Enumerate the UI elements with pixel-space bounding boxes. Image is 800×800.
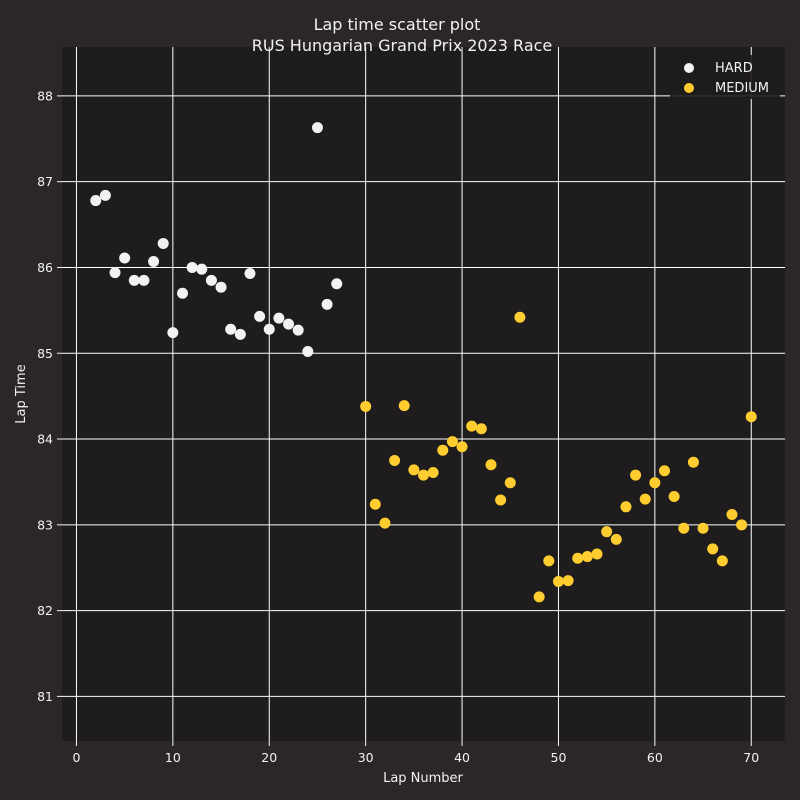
data-point-hard	[167, 327, 179, 339]
data-point-medium	[427, 466, 439, 478]
data-point-hard	[292, 324, 304, 336]
data-point-hard	[302, 346, 314, 358]
data-point-hard	[90, 195, 102, 207]
data-point-medium	[687, 456, 699, 468]
y-axis-label: Lap Time	[14, 364, 29, 423]
data-point-medium	[726, 509, 738, 521]
data-point-medium	[639, 493, 651, 505]
data-point-hard	[157, 237, 169, 249]
chart-title: Lap time scatter plot	[314, 15, 481, 34]
data-point-medium	[668, 491, 680, 503]
data-point-hard	[109, 267, 121, 279]
data-point-medium	[630, 469, 642, 481]
data-point-hard	[225, 323, 237, 335]
data-point-hard	[186, 261, 198, 273]
data-point-medium	[389, 454, 401, 466]
y-tick-label: 81	[37, 689, 53, 704]
legend-marker-hard	[684, 63, 694, 73]
data-point-medium	[446, 436, 458, 448]
data-point-hard	[234, 328, 246, 340]
data-point-medium	[591, 548, 603, 560]
x-tick-label: 10	[165, 750, 181, 765]
data-point-medium	[620, 501, 632, 513]
data-point-hard	[128, 274, 140, 286]
data-point-medium	[456, 441, 468, 453]
data-point-medium	[610, 533, 622, 545]
data-point-hard	[138, 274, 150, 286]
data-point-medium	[552, 575, 564, 587]
data-point-medium	[562, 575, 574, 587]
data-point-medium	[736, 519, 748, 531]
plot-area	[62, 47, 785, 741]
data-point-medium	[707, 543, 719, 555]
data-point-hard	[321, 298, 333, 310]
data-point-hard	[148, 255, 160, 267]
data-point-medium	[369, 498, 381, 510]
x-tick-label: 50	[551, 750, 567, 765]
data-point-medium	[601, 526, 613, 538]
data-point-medium	[659, 465, 670, 477]
data-point-hard	[196, 263, 208, 275]
data-point-medium	[466, 420, 478, 432]
data-point-medium	[514, 311, 526, 323]
data-point-hard	[273, 312, 285, 324]
legend-marker-medium	[684, 83, 694, 93]
x-tick-label: 60	[647, 750, 663, 765]
data-point-medium	[581, 551, 593, 563]
legend-label-hard: HARD	[715, 61, 753, 76]
data-point-medium	[533, 591, 545, 603]
data-point-hard	[244, 267, 256, 279]
y-tick-label: 82	[37, 603, 53, 618]
tick-layer: 0 10 20 30 40 50 60 70 81 82 83 84 85 86 87 88	[37, 88, 759, 765]
legend: HARD MEDIUM	[670, 55, 780, 99]
data-point-hard	[254, 310, 266, 322]
grid-layer	[62, 47, 785, 741]
data-point-hard	[331, 278, 343, 290]
x-axis-label: Lap Number	[383, 771, 463, 786]
data-point-hard	[311, 122, 323, 134]
data-point-hard	[119, 252, 131, 264]
data-point-medium	[716, 555, 728, 567]
y-tick-label: 84	[37, 432, 53, 447]
chart-subtitle: RUS Hungarian Grand Prix 2023 Race	[252, 36, 553, 55]
data-point-medium	[745, 411, 757, 423]
data-point-medium	[379, 517, 391, 529]
data-point-medium	[697, 522, 709, 534]
data-point-medium	[475, 423, 487, 435]
data-point-medium	[495, 494, 507, 506]
data-point-medium	[572, 552, 584, 564]
data-point-medium	[485, 459, 497, 471]
data-point-medium	[649, 477, 661, 489]
data-point-hard	[263, 323, 275, 335]
points-layer	[90, 122, 757, 603]
y-tick-label: 87	[37, 174, 53, 189]
x-tick-label: 30	[358, 750, 374, 765]
data-point-medium	[408, 464, 420, 476]
y-tick-label: 85	[37, 346, 53, 361]
y-tick-label: 86	[37, 260, 53, 275]
data-point-medium	[678, 522, 690, 534]
data-point-medium	[398, 400, 410, 412]
x-tick-label: 20	[261, 750, 277, 765]
data-point-hard	[283, 318, 295, 330]
legend-label-medium: MEDIUM	[715, 81, 769, 96]
data-point-hard	[205, 274, 217, 286]
y-tick-label: 88	[37, 88, 53, 103]
data-point-hard	[215, 281, 227, 293]
data-point-medium	[504, 477, 516, 489]
data-point-hard	[99, 189, 111, 201]
data-point-medium	[418, 469, 429, 481]
x-tick-label: 70	[743, 750, 759, 765]
x-tick-label: 0	[72, 750, 80, 765]
data-point-medium	[543, 555, 555, 567]
x-tick-label: 40	[454, 750, 470, 765]
data-point-hard	[177, 287, 188, 299]
data-point-medium	[360, 400, 372, 412]
y-tick-label: 83	[37, 517, 53, 532]
data-point-medium	[437, 444, 449, 456]
